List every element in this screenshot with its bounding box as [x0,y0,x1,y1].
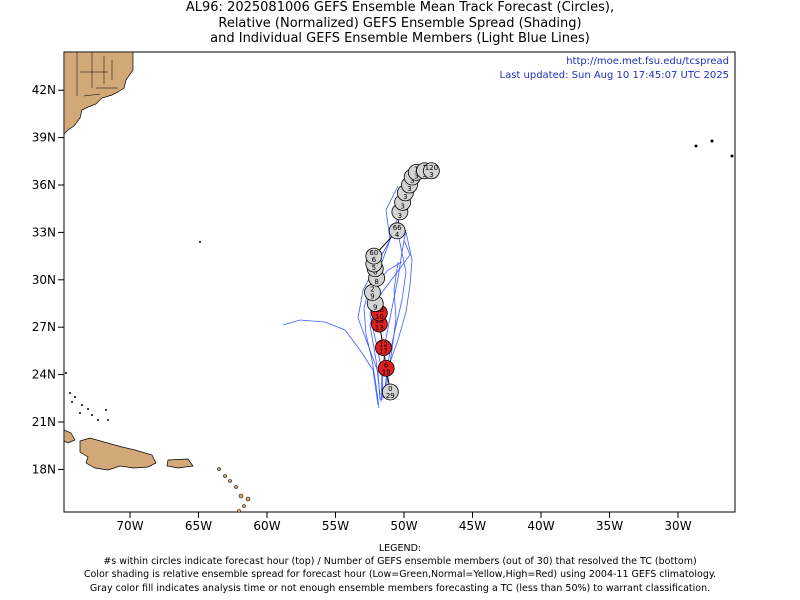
legend-line-1: #s within circles indicate forecast hour… [103,556,697,567]
forecast-map: 42N 39N 36N 33N 30N 27N 24N 21N 18N 70W 65W 60W 55W… [32,51,736,533]
lon-tick-label: 30W [664,519,691,533]
forecast-circle-fill [365,247,383,265]
lat-tick-label: 39N [32,131,56,145]
member-count-label: 5 [372,264,376,272]
forecast-circles: 0296191217181318109294865606664333331313… [364,162,440,401]
lon-tick-label: 45W [459,519,486,533]
lon-tick-label: 70W [116,519,143,533]
forecast-circle-fill [381,383,399,401]
last-updated: Last updated: Sun Aug 10 17:45:07 UTC 20… [500,70,730,81]
title-line-3: and Individual GEFS Ensemble Members (Li… [210,31,590,46]
land-hispaniola [79,437,157,471]
lon-tick-label: 55W [322,519,349,533]
forecast-hour-label: 66 [393,224,402,232]
member-count-label: 3 [410,177,414,185]
member-count-label: 4 [395,231,400,239]
lon-tick-label: 40W [527,519,554,533]
title-line-1: AL96: 2025081006 GEFS Ensemble Mean Trac… [185,0,615,15]
forecast-circle: 619 [377,359,395,377]
forecast-circle: 664 [388,222,406,240]
member-count-label: 9 [373,304,377,312]
member-count-label: 19 [382,368,391,376]
lon-tick-label: 50W [390,519,417,533]
legend-line-3: Gray color fill indicates analysis time … [89,583,711,594]
lat-tick-label: 18N [32,462,56,476]
member-count-label: 8 [374,278,378,286]
title-line-2: Relative (Normalized) GEFS Ensemble Spre… [218,16,582,31]
land-north-america [64,52,134,135]
forecast-hour-label: 120 [425,164,438,172]
forecast-circle: 029 [381,383,399,401]
forecast-circle-fill [388,222,406,240]
member-count-label: 3 [429,171,433,179]
member-count-label: 10 [375,313,384,321]
forecast-circle: 29 [364,284,381,301]
state-borders [76,52,118,97]
forecast-circle-fill [422,162,440,180]
member-count-label: 17 [379,348,388,356]
map-frame [63,51,736,513]
member-count-label: 6 [372,256,377,264]
lat-tick-label: 36N [32,178,56,192]
forecast-hour-label: 60 [369,249,378,257]
forecast-hour-label: 2 [370,285,374,293]
member-track [282,319,379,406]
land-cuba [64,429,76,444]
lat-tick-label: 21N [32,415,56,429]
member-count-label: 6 [373,269,378,277]
member-count-label: 3 [414,172,418,180]
longitude-labels: 70W 65W 60W 55W 50W 45W 40W 35W 30W [116,512,692,533]
lon-tick-label: 65W [185,519,212,533]
member-count-label: 9 [370,292,374,300]
lat-tick-label: 24N [32,368,56,382]
legend-heading: LEGEND: [378,543,422,554]
land-puerto-rico [166,458,194,469]
forecast-circle-fill [375,339,392,357]
lat-tick-label: 42N [32,83,56,97]
forecast-hour-label: 6 [384,361,389,369]
forecast-circle-fill [377,359,395,377]
forecast-circle: 606 [365,247,383,265]
forecast-hour-label: 0 [388,385,392,393]
land-small-islands [199,139,734,243]
member-count-label: 3 [407,185,411,193]
land-bahamas [65,372,109,421]
latitude-labels: 42N 39N 36N 33N 30N 27N 24N 21N 18N [32,83,64,476]
member-count-label: 29 [386,392,395,400]
member-count-label: 3 [400,202,404,210]
member-count-label: 13 [375,324,384,332]
lon-tick-label: 60W [253,519,280,533]
source-url[interactable]: http://moe.met.fsu.edu/tcspread [566,56,729,67]
lat-tick-label: 33N [32,225,56,239]
forecast-hour-label: 12 [379,341,388,349]
member-count-label: 3 [398,212,402,220]
lat-tick-label: 27N [32,320,56,334]
lat-tick-label: 30N [32,273,56,287]
member-count-label: 3 [403,193,407,201]
legend-line-2: Color shading is relative ensemble sprea… [83,569,717,580]
lon-tick-label: 35W [596,519,623,533]
land-lesser-antilles [217,467,251,512]
